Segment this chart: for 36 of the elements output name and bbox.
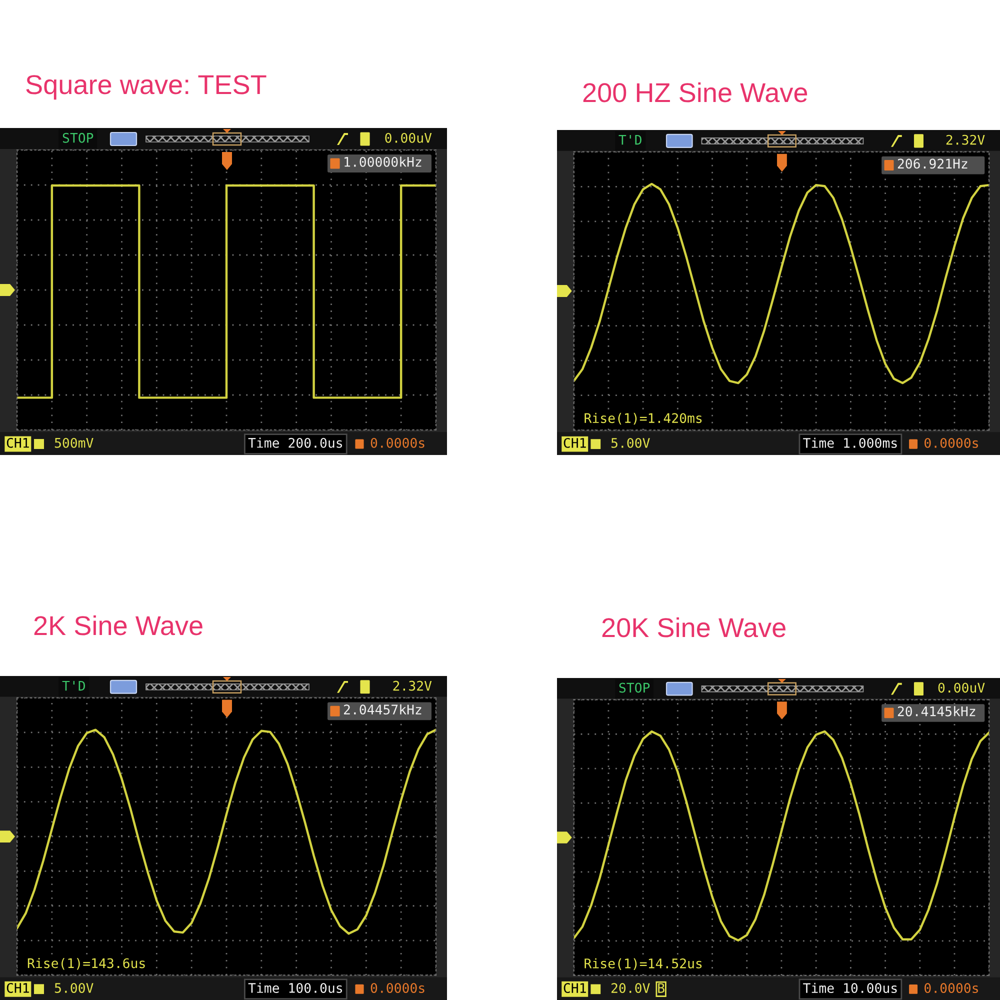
text: T'D xyxy=(62,680,86,691)
text: Time 100.0us xyxy=(248,982,342,993)
text: 206.921Hz xyxy=(898,158,968,169)
text: 0.0000s xyxy=(924,983,978,994)
text: 0.00uV xyxy=(385,132,432,143)
text: 500mV xyxy=(54,438,94,448)
text: B xyxy=(658,983,664,993)
text: CH1 xyxy=(564,983,586,994)
text: 20.4145kHz xyxy=(898,706,976,716)
text: 2.32V xyxy=(393,680,432,691)
text: Rise(1)=1.420ms xyxy=(584,412,702,425)
chart-title: 20K Sine Wave xyxy=(602,617,786,638)
text: Time 1.000ms xyxy=(803,438,897,448)
text: 0.0000s xyxy=(370,438,424,448)
chart-title: 200 HZ Sine Wave xyxy=(583,82,808,102)
text: Time 200.0us xyxy=(248,438,342,448)
text: 0.0000s xyxy=(370,982,424,993)
text: 2.04457kHz xyxy=(344,704,422,715)
text: 20.0V xyxy=(611,983,650,994)
text: T'D xyxy=(618,134,642,145)
text: 0.0000s xyxy=(924,438,978,448)
text: CH1 xyxy=(6,982,29,993)
text: 5.00V xyxy=(54,982,94,993)
text: 0.00uV xyxy=(938,682,985,693)
text: STOP xyxy=(619,682,650,693)
text: STOP xyxy=(62,132,94,143)
text: CH1 xyxy=(6,438,29,448)
text: 1.00000kHz xyxy=(344,156,422,167)
chart-title: Square wave: TEST xyxy=(26,75,266,100)
text: Time 10.00us xyxy=(803,982,897,994)
text: 2.32V xyxy=(946,134,985,145)
text: Rise(1)=143.6us xyxy=(28,958,145,970)
text: 5.00V xyxy=(611,438,650,448)
text: Rise(1)=14.52us xyxy=(584,958,702,970)
chart-title: 2K Sine Wave xyxy=(34,615,202,636)
text: CH1 xyxy=(564,438,586,448)
